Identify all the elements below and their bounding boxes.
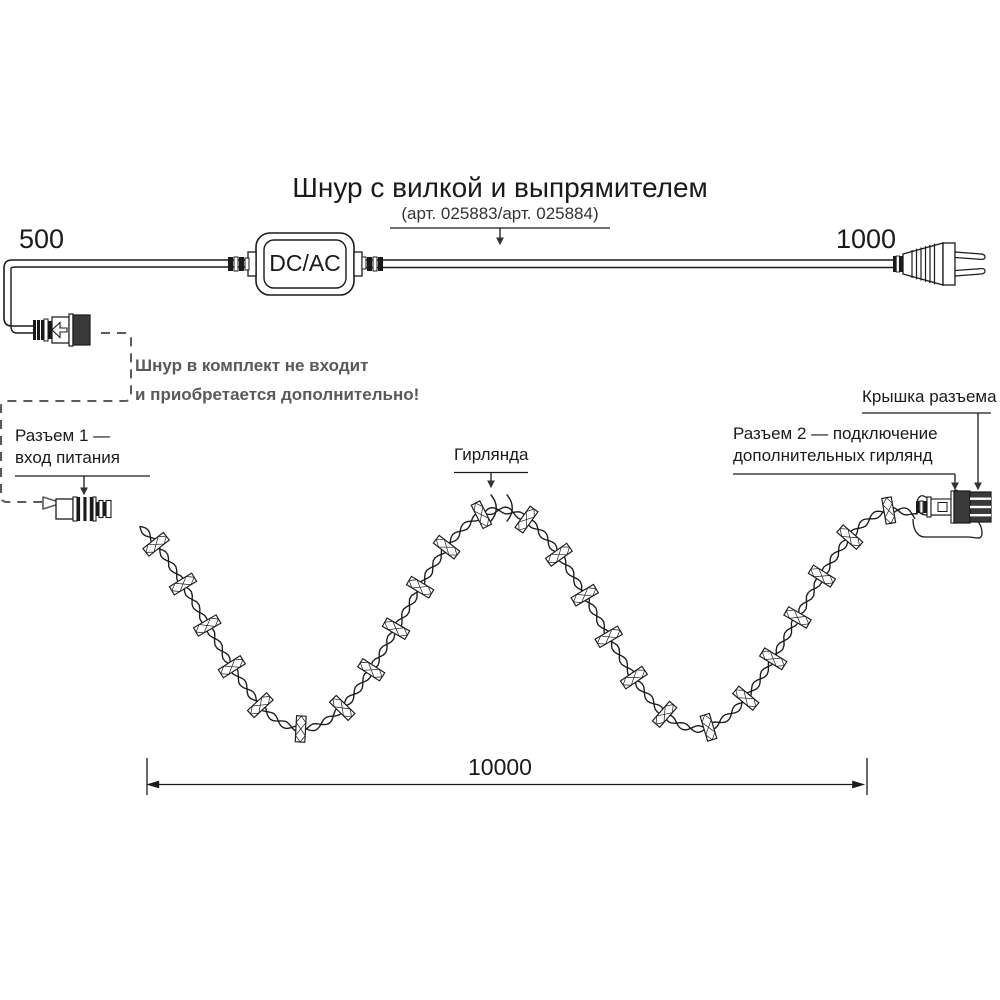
svg-text:Разъем 1 —: Разъем 1 — <box>15 426 110 445</box>
svg-text:Шнур в комплект не входит: Шнур в комплект не входит <box>135 356 368 375</box>
svg-text:Шнур с вилкой и выпрямителем: Шнур с вилкой и выпрямителем <box>292 172 708 203</box>
svg-text:(арт. 025883/арт. 025884): (арт. 025883/арт. 025884) <box>401 204 598 223</box>
svg-text:10000: 10000 <box>468 754 532 780</box>
svg-text:Крышка разъема: Крышка разъема <box>862 387 997 406</box>
svg-text:1000: 1000 <box>836 224 896 254</box>
svg-text:DC/AC: DC/AC <box>269 250 341 276</box>
svg-text:дополнительных гирлянд: дополнительных гирлянд <box>733 446 933 465</box>
svg-text:500: 500 <box>19 224 64 254</box>
svg-text:Разъем 2 — подключение: Разъем 2 — подключение <box>733 424 938 443</box>
svg-text:вход питания: вход питания <box>15 448 120 467</box>
svg-text:и приобретается дополнительно!: и приобретается дополнительно! <box>135 385 419 404</box>
svg-text:Гирлянда: Гирлянда <box>454 445 529 464</box>
